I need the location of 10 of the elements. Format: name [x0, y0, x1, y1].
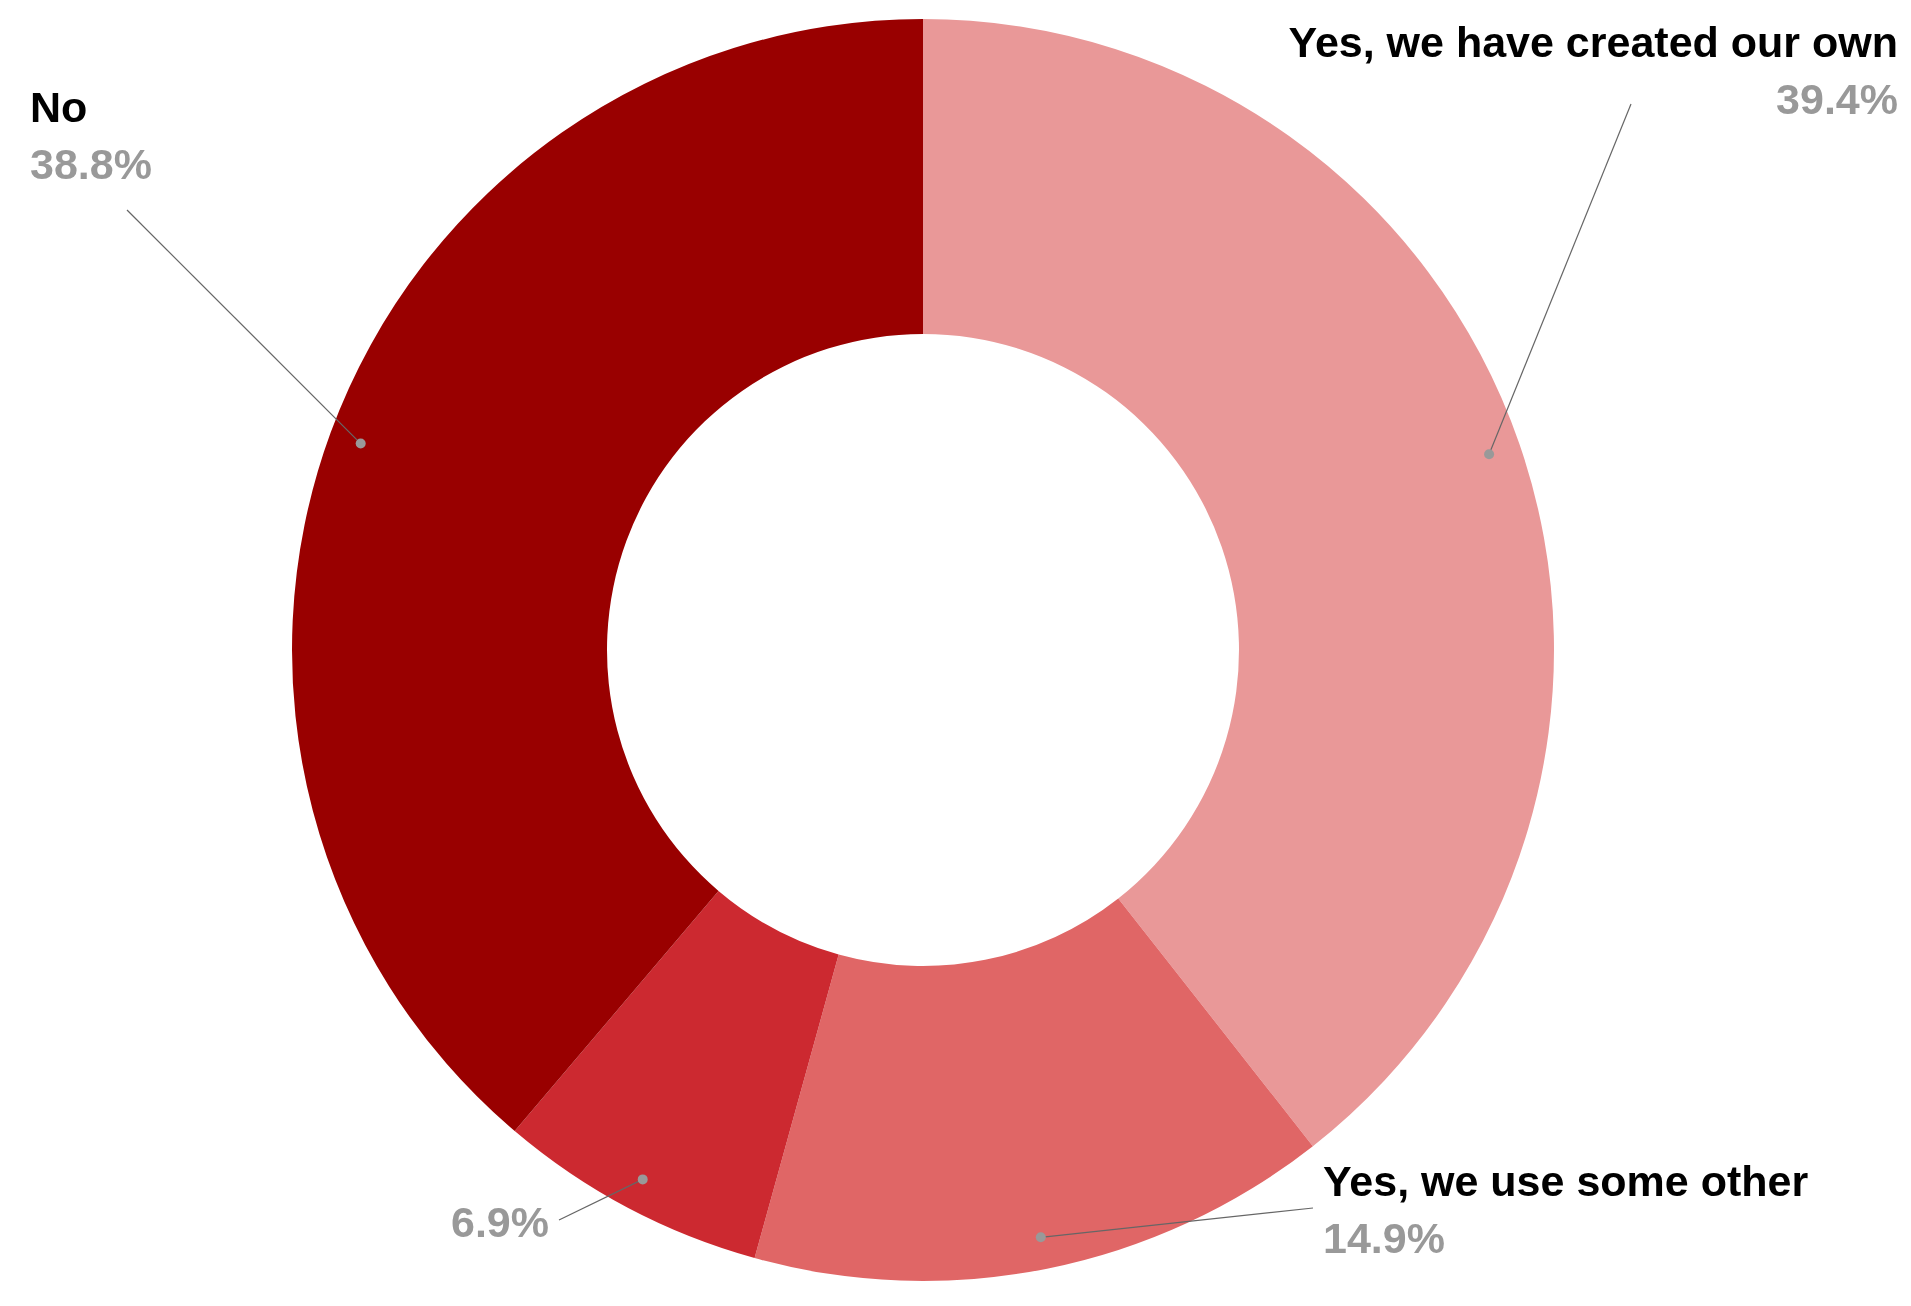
- slice-label: Yes, we use some other: [1323, 1157, 1809, 1205]
- data-label: 6.9%: [450, 1198, 549, 1246]
- donut-slice: [292, 19, 923, 1132]
- data-label: 14.9%: [1323, 1214, 1445, 1262]
- slice-label: No: [30, 83, 88, 131]
- donut-slice: [754, 898, 1313, 1281]
- data-label: 39.4%: [1776, 75, 1898, 123]
- slice-label: Yes, we have created our own: [1288, 18, 1898, 66]
- data-label: 38.8%: [30, 140, 152, 188]
- donut-slice: [923, 19, 1554, 1147]
